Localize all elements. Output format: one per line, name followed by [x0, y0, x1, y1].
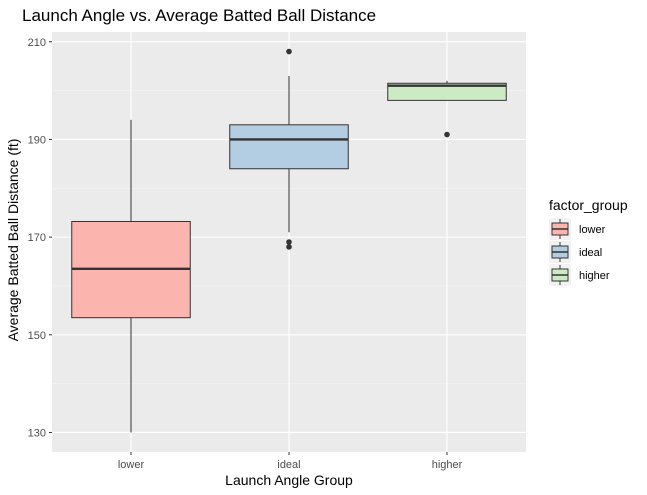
legend: factor_group lower ideal higher — [549, 197, 628, 286]
y-tick-label: 150 — [28, 330, 46, 342]
y-axis: 130 150 170 190 210 — [28, 37, 52, 439]
y-tick-label: 190 — [28, 134, 46, 146]
legend-title: factor_group — [549, 197, 628, 213]
y-tick-label: 170 — [28, 232, 46, 244]
outlier-point — [286, 48, 292, 55]
box-body — [229, 124, 349, 170]
x-axis-title: Launch Angle Group — [225, 472, 353, 488]
y-tick-label: 210 — [28, 37, 46, 49]
outlier-point — [286, 244, 292, 250]
y-axis-title: Average Batted Ball Distance (ft) — [5, 139, 21, 342]
x-tick-label: lower — [118, 459, 145, 471]
outlier-point — [444, 131, 450, 138]
x-axis: lower ideal higher — [118, 452, 463, 471]
x-tick-label: higher — [432, 459, 463, 471]
legend-label: lower — [579, 224, 606, 236]
chart-title: Launch Angle vs. Average Batted Ball Dis… — [22, 6, 376, 25]
box-higher — [387, 80, 507, 138]
box-series — [71, 48, 507, 433]
legend-item-ideal: ideal — [549, 241, 602, 263]
legend-item-lower: lower — [549, 218, 606, 240]
legend-label: ideal — [579, 247, 602, 259]
box-body — [387, 82, 507, 101]
box-lower — [71, 119, 191, 433]
legend-item-higher: higher — [549, 264, 610, 286]
box-ideal — [229, 48, 349, 250]
legend-label: higher — [579, 270, 610, 282]
x-tick-label: ideal — [277, 459, 300, 471]
y-tick-label: 130 — [28, 427, 46, 439]
outlier-point — [286, 239, 292, 245]
